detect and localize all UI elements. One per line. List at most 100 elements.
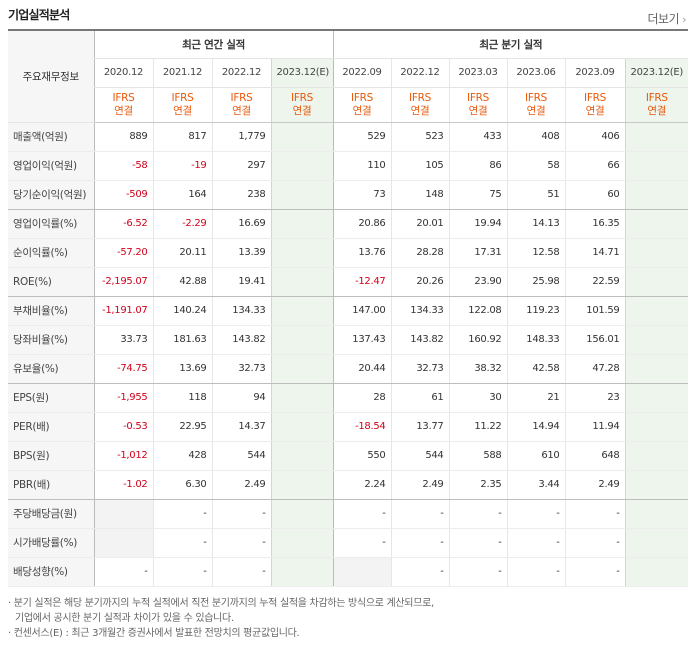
- value-cell: 648: [564, 441, 625, 471]
- basis-standard: IFRS: [584, 91, 606, 104]
- value-cell: -: [211, 528, 271, 558]
- value-cell: 33.73: [93, 325, 153, 355]
- more-label: 더보기: [647, 12, 680, 26]
- value-cell: [270, 441, 333, 471]
- value-cell: 21: [506, 383, 565, 413]
- value-cell: 134.33: [390, 296, 449, 326]
- value-cell: 13.69: [152, 354, 212, 384]
- value-cell: 610: [506, 441, 565, 471]
- value-cell: -: [211, 557, 271, 587]
- more-link[interactable]: 더보기 ›: [647, 10, 686, 27]
- value-cell: 14.13: [506, 209, 565, 239]
- value-cell: -1,191.07: [93, 296, 153, 326]
- annual-group-header: 최근 연간 실적: [93, 30, 333, 59]
- period-header: 2023.12(E): [270, 58, 333, 88]
- value-cell: 86: [448, 151, 507, 181]
- value-cell: [270, 296, 333, 326]
- value-cell: 544: [211, 441, 271, 471]
- row-label: 영업이익률(%): [8, 209, 94, 239]
- value-cell: 20.01: [390, 209, 449, 239]
- basis-standard: IFRS: [525, 91, 547, 104]
- value-cell: [624, 383, 689, 413]
- section-title: 기업실적분석: [8, 8, 70, 22]
- value-cell: [624, 238, 689, 268]
- basis-scope: 연결: [114, 104, 133, 117]
- value-cell: 119.23: [506, 296, 565, 326]
- row-label: PER(배): [8, 412, 94, 442]
- value-cell: 20.11: [152, 238, 212, 268]
- value-cell: -1,012: [93, 441, 153, 471]
- row-label: 순이익률(%): [8, 238, 94, 268]
- value-cell: 101.59: [564, 296, 625, 326]
- accounting-basis: IFRS 연결: [270, 87, 333, 123]
- value-cell: 16.69: [211, 209, 271, 239]
- value-cell: -: [506, 528, 565, 558]
- basis-scope: 연결: [292, 104, 312, 117]
- value-cell: 3.44: [506, 470, 565, 500]
- value-cell: [624, 180, 689, 210]
- table-row: 유보율(%) -74.75 13.69 32.73 20.44 32.73 38.32 42.…: [8, 354, 689, 384]
- value-cell: 140.24: [152, 296, 212, 326]
- value-cell: 32.73: [390, 354, 449, 384]
- value-cell: 14.94: [506, 412, 565, 442]
- period-header: 2023.03: [448, 58, 507, 88]
- value-cell: -: [152, 557, 212, 587]
- value-cell: [270, 325, 333, 355]
- value-cell: -: [564, 557, 625, 587]
- basis-scope: 연결: [410, 104, 430, 117]
- row-label: 부채비율(%): [8, 296, 94, 326]
- value-cell: [624, 528, 689, 558]
- basis-standard: IFRS: [171, 91, 194, 104]
- value-cell: -58: [93, 151, 153, 181]
- value-cell: 134.33: [211, 296, 271, 326]
- value-cell: [624, 122, 689, 152]
- value-cell: 20.44: [332, 354, 391, 384]
- value-cell: [270, 412, 333, 442]
- row-label: 유보율(%): [8, 354, 94, 384]
- value-cell: 13.77: [390, 412, 449, 442]
- value-cell: [624, 441, 689, 471]
- value-cell: [270, 209, 333, 239]
- value-cell: 16.35: [564, 209, 625, 239]
- table-row: EPS(원) -1,955 118 94 28 61 30 21 23: [8, 383, 689, 413]
- value-cell: 42.58: [506, 354, 565, 384]
- value-cell: 147.00: [332, 296, 391, 326]
- basis-scope: 연결: [647, 104, 667, 117]
- period-header: 2023.09: [564, 58, 625, 88]
- value-cell: 22.95: [152, 412, 212, 442]
- value-cell: 433: [448, 122, 507, 152]
- basis-scope: 연결: [585, 104, 605, 117]
- table-row: 당좌비율(%) 33.73 181.63 143.82 137.43 143.82 160.…: [8, 325, 689, 355]
- row-label: 주당배당금(원): [8, 499, 94, 529]
- accounting-basis: IFRS 연결: [332, 87, 391, 123]
- basis-standard: IFRS: [112, 91, 135, 104]
- basis-standard: IFRS: [291, 91, 313, 104]
- table-row: 부채비율(%) -1,191.07 140.24 134.33 147.00 134.33…: [8, 296, 689, 326]
- value-cell: 38.32: [448, 354, 507, 384]
- value-cell: -: [332, 528, 391, 558]
- table-row: BPS(원) -1,012 428 544 550 544 588 610 648: [8, 441, 689, 471]
- value-cell: 28.28: [390, 238, 449, 268]
- accounting-basis: IFRS 연결: [506, 87, 565, 123]
- value-cell: 181.63: [152, 325, 212, 355]
- value-cell: [93, 499, 153, 529]
- value-cell: 2.24: [332, 470, 391, 500]
- value-cell: [270, 151, 333, 181]
- value-cell: 14.71: [564, 238, 625, 268]
- value-cell: 75: [448, 180, 507, 210]
- table-row: 배당성향(%) - - - - - - -: [8, 557, 689, 587]
- value-cell: 42.88: [152, 267, 212, 297]
- value-cell: [270, 383, 333, 413]
- value-cell: 51: [506, 180, 565, 210]
- value-cell: 47.28: [564, 354, 625, 384]
- value-cell: -: [390, 557, 449, 587]
- row-label: EPS(원): [8, 383, 94, 413]
- value-cell: 529: [332, 122, 391, 152]
- table-row: 당기순이익(억원) -509 164 238 73 148 75 51 60: [8, 180, 689, 210]
- basis-standard: IFRS: [467, 91, 489, 104]
- value-cell: [624, 499, 689, 529]
- value-cell: 118: [152, 383, 212, 413]
- value-cell: 297: [211, 151, 271, 181]
- value-cell: 73: [332, 180, 391, 210]
- value-cell: -: [564, 499, 625, 529]
